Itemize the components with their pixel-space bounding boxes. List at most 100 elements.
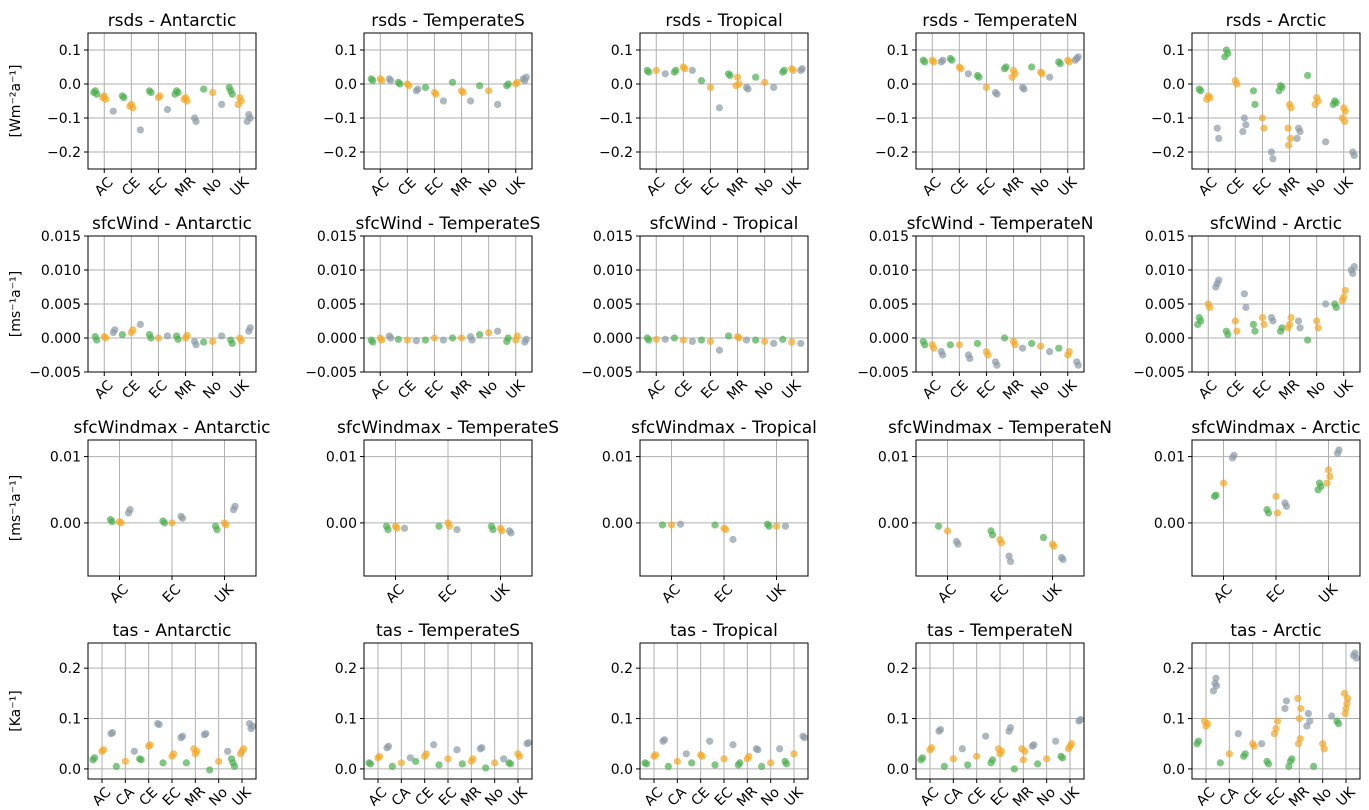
subplot-title: tas - Tropical	[670, 621, 778, 641]
point-orange	[1273, 509, 1282, 517]
point-grey	[494, 100, 502, 108]
point-orange	[1295, 714, 1303, 723]
point-grey	[414, 85, 422, 93]
x-tick-label: AC	[659, 581, 684, 606]
x-tick-label: MR	[458, 783, 485, 806]
point-grey	[1322, 138, 1330, 146]
y-tick-label: 0.1	[1163, 43, 1185, 59]
point-grey	[958, 745, 966, 753]
x-tick-label: No	[1304, 175, 1329, 200]
point-grey	[1350, 151, 1358, 159]
x-tick-label: EC	[160, 582, 185, 607]
point-grey	[1281, 704, 1289, 713]
y-tick-label: 0.01	[50, 450, 81, 466]
y-tick-label: 0.000	[1145, 331, 1185, 347]
point-green	[448, 78, 457, 86]
point-green	[752, 336, 760, 344]
point-grey	[770, 83, 778, 91]
point-grey	[1296, 128, 1304, 136]
x-tick-label: UK	[505, 784, 531, 806]
point-grey	[688, 337, 696, 345]
y-tick-label: 0.005	[41, 297, 81, 313]
x-tick-label: No	[1304, 378, 1329, 403]
point-grey	[126, 506, 134, 514]
point-grey	[964, 70, 972, 78]
point-grey	[1006, 724, 1015, 732]
point-green	[1304, 71, 1312, 80]
subplot: sfcWind - Arctic 0.015 0.010 0.005 0.000 −0.0…	[1133, 214, 1361, 403]
x-tick-label: No	[482, 785, 507, 806]
point-green	[182, 759, 190, 767]
point-green	[421, 336, 430, 344]
x-tick-label: No	[1028, 378, 1053, 403]
point-grey	[798, 65, 806, 73]
x-tick-label: CA	[389, 784, 414, 806]
point-green	[946, 341, 954, 349]
point-green	[230, 762, 239, 771]
x-tick-label: EC	[1250, 378, 1275, 403]
point-orange	[1273, 717, 1282, 725]
point-grey	[954, 540, 962, 548]
x-tick-label: AC	[920, 174, 945, 199]
point-orange	[652, 335, 660, 343]
point-orange	[121, 757, 129, 765]
x-tick-label: UK	[212, 581, 238, 607]
x-tick-label: UK	[503, 377, 529, 403]
point-green	[421, 83, 430, 91]
x-tick-label: EC	[974, 378, 999, 403]
x-tick-label: UK	[1055, 174, 1081, 200]
x-tick-label: MR	[1286, 783, 1313, 806]
point-orange	[1064, 745, 1073, 753]
point-orange	[1231, 317, 1239, 325]
y-tick-label: 0.005	[1145, 297, 1185, 313]
point-orange	[698, 752, 706, 760]
point-grey	[706, 737, 714, 745]
x-tick-label: UK	[1316, 581, 1342, 607]
x-tick-label: UK	[1331, 174, 1357, 200]
point-green	[726, 71, 734, 80]
y-tick-label: 0.015	[41, 229, 81, 245]
plot-frame	[915, 642, 1085, 780]
point-green	[711, 761, 719, 769]
point-green	[670, 334, 678, 342]
subplot: sfcWindmax - Antarctic 0.01 0.00 AC EC UK	[50, 418, 271, 607]
point-grey	[1209, 687, 1218, 695]
point-grey	[387, 334, 395, 342]
point-green	[112, 762, 120, 771]
x-tick-label: No	[1034, 785, 1059, 806]
point-green	[369, 77, 377, 85]
point-grey	[1267, 148, 1276, 156]
x-tick-label: No	[200, 175, 225, 200]
point-green	[200, 85, 208, 93]
plot-frame	[1191, 642, 1361, 780]
point-orange	[146, 741, 154, 749]
point-green	[90, 88, 98, 97]
point-grey	[1046, 73, 1054, 81]
x-tick-label: CA	[665, 784, 690, 806]
x-tick-label: MR	[724, 376, 751, 403]
point-grey	[1234, 730, 1242, 738]
point-green	[918, 754, 927, 762]
point-green	[1251, 327, 1259, 335]
point-orange	[1320, 745, 1328, 753]
x-tick-label: AC	[92, 174, 117, 199]
x-tick-label: No	[476, 175, 501, 200]
point-green	[988, 531, 997, 539]
y-tick-label: 0.00	[326, 516, 357, 532]
point-green	[1010, 765, 1018, 773]
point-orange	[393, 524, 401, 532]
y-tick-label: −0.005	[29, 365, 81, 381]
x-tick-label: CE	[1223, 378, 1247, 402]
x-tick-label: UK	[488, 581, 514, 607]
point-green	[435, 761, 443, 769]
y-tick-label: 0.01	[878, 450, 909, 466]
point-grey	[522, 335, 530, 343]
subplot-title: sfcWind - Tropical	[650, 214, 799, 234]
plot-frame	[915, 235, 1085, 373]
point-orange	[1313, 317, 1321, 325]
plot-frame	[87, 642, 257, 780]
subplot-title: rsds - TemperateN	[922, 11, 1077, 31]
point-orange	[927, 744, 936, 752]
y-tick-label: 0.005	[869, 297, 909, 313]
point-green	[697, 77, 706, 85]
